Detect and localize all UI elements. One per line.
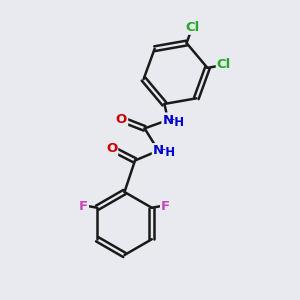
Text: Cl: Cl: [217, 58, 231, 71]
Text: F: F: [79, 200, 88, 213]
Text: N: N: [153, 144, 164, 157]
Text: N: N: [162, 113, 174, 127]
Text: O: O: [106, 142, 117, 155]
Text: Cl: Cl: [185, 21, 200, 34]
Text: ⁻H: ⁻H: [168, 116, 184, 129]
Text: O: O: [116, 113, 127, 126]
Text: ⁻H: ⁻H: [159, 146, 175, 160]
Text: F: F: [161, 200, 170, 213]
